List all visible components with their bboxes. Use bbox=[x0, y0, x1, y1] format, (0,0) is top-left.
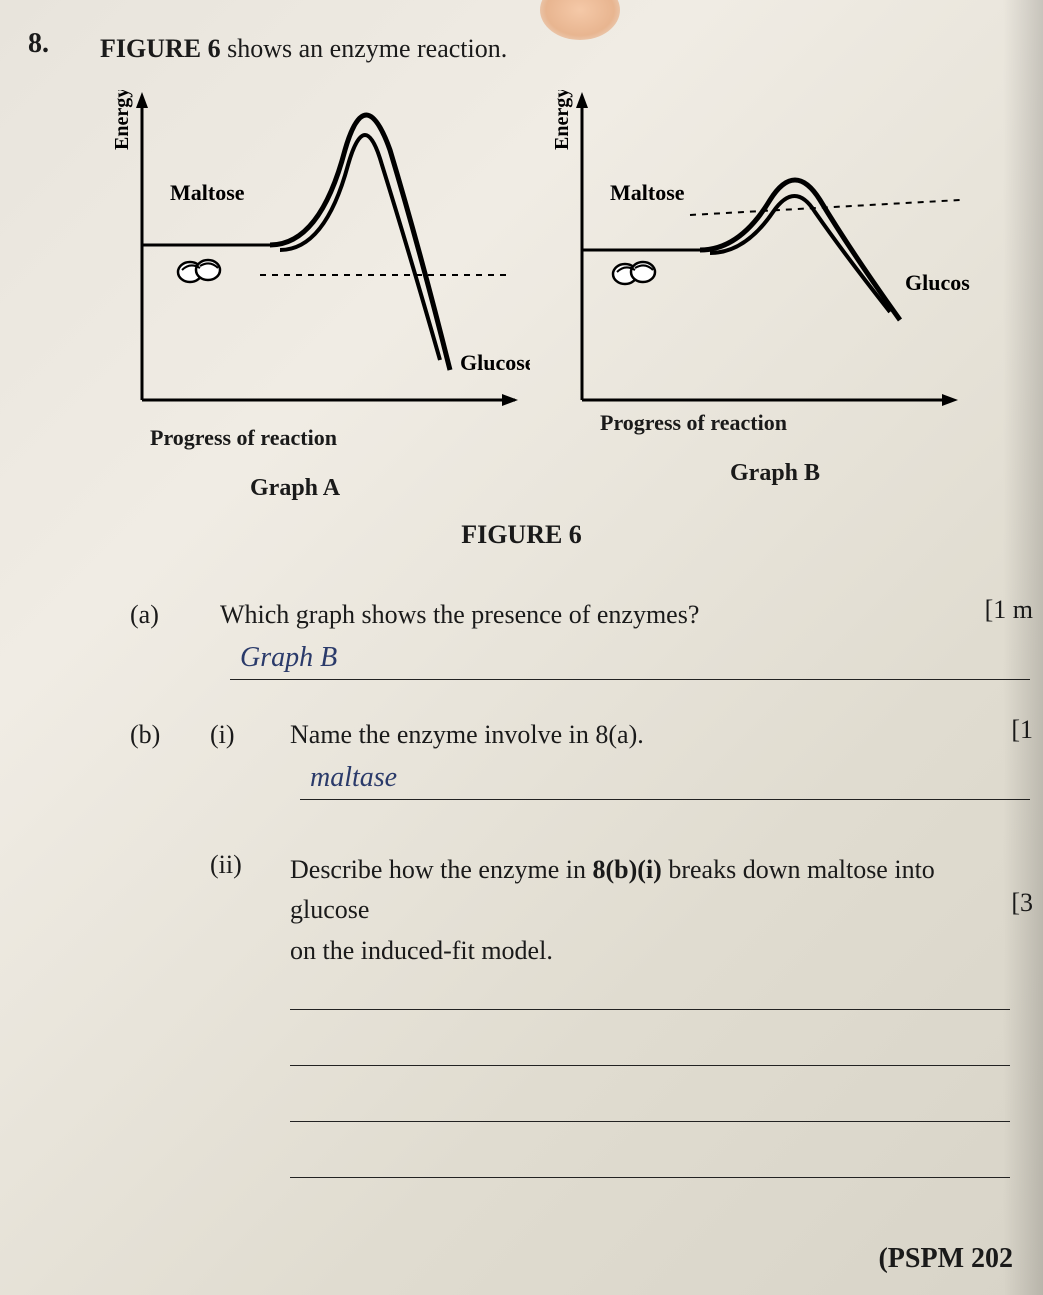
graph-b-label: Graph B bbox=[730, 460, 820, 487]
intro-figure-ref: FIGURE 6 bbox=[100, 34, 221, 63]
part-a-answer: Graph B bbox=[240, 642, 337, 674]
intro-text: FIGURE 6 shows an enzyme reaction. bbox=[100, 34, 507, 64]
part-a-text: Which graph shows the presence of enzyme… bbox=[220, 600, 940, 630]
figure-caption: FIGURE 6 bbox=[0, 520, 1043, 550]
part-b-i-sub: (i) bbox=[210, 720, 235, 750]
svg-text:Glucose: Glucose bbox=[905, 270, 970, 295]
blank-line[interactable] bbox=[290, 1128, 1010, 1178]
bii-tb: 8(b)(i) bbox=[593, 855, 662, 884]
graph-a-label: Graph A bbox=[250, 475, 340, 502]
x-axis-label-b: Progress of reaction bbox=[600, 410, 787, 436]
bii-t1: Describe how the enzyme in bbox=[290, 855, 593, 884]
footer-reference: (PSPM 202 bbox=[878, 1243, 1013, 1275]
part-b-i-answer-line[interactable]: maltase bbox=[300, 760, 1030, 800]
thumb-shadow bbox=[540, 0, 620, 40]
svg-text:Energy: Energy bbox=[111, 90, 133, 150]
page-fold-shadow bbox=[1003, 0, 1043, 1295]
intro-rest: shows an enzyme reaction. bbox=[221, 34, 508, 63]
blank-line[interactable] bbox=[290, 1072, 1010, 1122]
part-b-ii-text: Describe how the enzyme in 8(b)(i) break… bbox=[290, 850, 1010, 971]
svg-text:Energy: Energy bbox=[551, 90, 573, 150]
part-a-label: (a) bbox=[130, 600, 159, 630]
part-b-label: (b) bbox=[130, 720, 160, 750]
x-axis-label-a: Progress of reaction bbox=[150, 425, 337, 451]
part-b-i-answer: maltase bbox=[310, 762, 397, 794]
svg-text:Maltose: Maltose bbox=[610, 180, 685, 205]
graphs-container: Maltose Glucose Energy Progress of react… bbox=[110, 90, 970, 490]
part-b-i-text: Name the enzyme involve in 8(a). bbox=[290, 720, 1010, 750]
glucose-label-a: Glucose bbox=[460, 350, 530, 375]
maltose-label-a: Maltose bbox=[170, 180, 245, 205]
graph-b-svg: Maltose Glucose Energy bbox=[550, 90, 970, 420]
part-b-ii-sub: (ii) bbox=[210, 850, 242, 880]
graph-a-svg: Maltose Glucose Energy bbox=[110, 90, 530, 420]
worksheet-page: 8. FIGURE 6 shows an enzyme reaction. bbox=[0, 0, 1043, 1295]
question-number: 8. bbox=[28, 28, 49, 60]
blank-line[interactable] bbox=[290, 1016, 1010, 1066]
part-a-answer-line[interactable]: Graph B bbox=[230, 640, 1030, 680]
graph-a: Maltose Glucose Energy Progress of react… bbox=[110, 90, 530, 500]
blank-line[interactable] bbox=[290, 960, 1010, 1010]
graph-b: Maltose Glucose Energy Progress of react… bbox=[550, 90, 970, 500]
answer-blank-lines[interactable] bbox=[290, 960, 1010, 1184]
